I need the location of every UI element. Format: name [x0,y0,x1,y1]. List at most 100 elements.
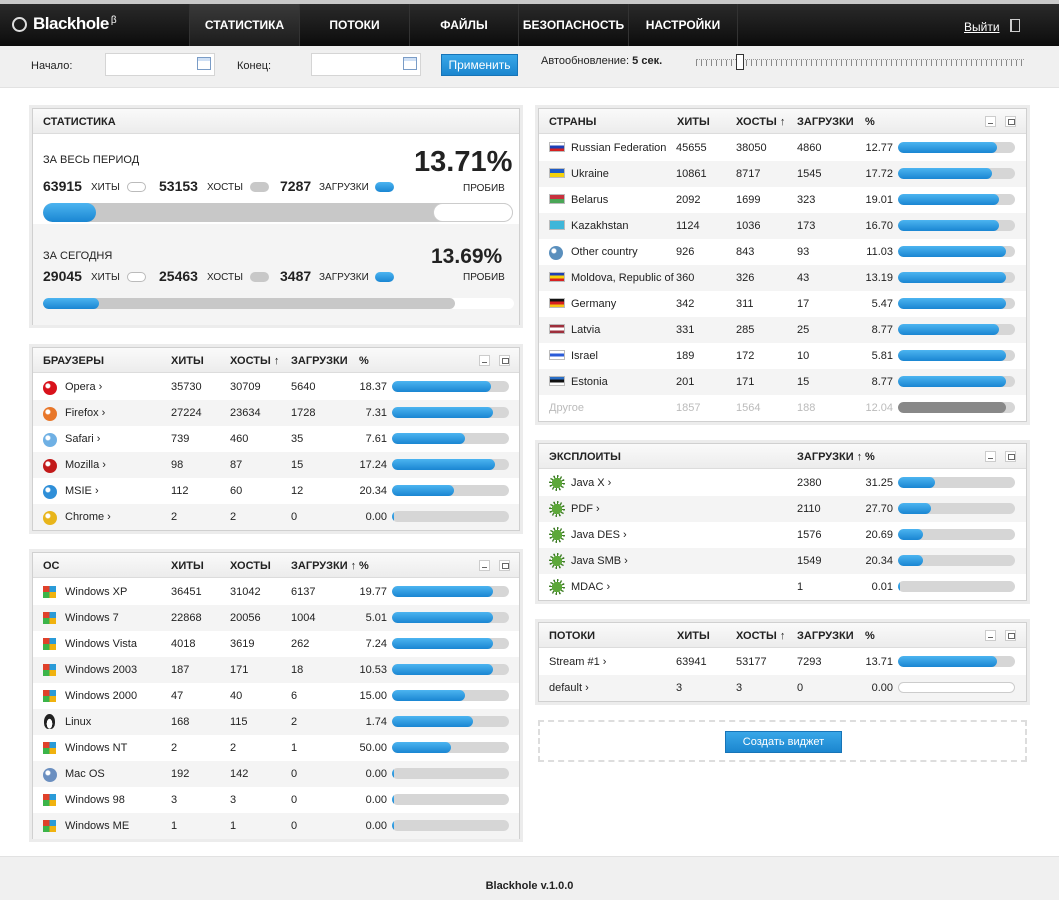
exploits-row[interactable]: Java SMB › 1549 20.34 [539,548,1026,574]
maximize-button[interactable] [499,560,510,571]
os-name[interactable]: Windows 2003 [65,664,138,676]
col-percent[interactable]: % [359,560,369,572]
countries-row[interactable]: Germany 342 311 17 5.47 [539,291,1026,317]
apply-button[interactable]: Применить [441,54,518,76]
maximize-button[interactable] [1005,451,1016,462]
col-hits[interactable]: ХИТЫ [677,116,710,128]
col-hosts[interactable]: ХОСТЫ ↑ [736,116,786,128]
start-calendar-icon[interactable] [197,57,211,70]
countries-row[interactable]: Russian Federation 45655 38050 4860 12.77 [539,135,1026,161]
col-loads[interactable]: ЗАГРУЗКИ [797,630,854,642]
autorefresh-slider[interactable] [696,54,1024,70]
nav-settings[interactable]: НАСТРОЙКИ [628,4,738,46]
browsers-row[interactable]: Firefox › 27224 23634 1728 7.31 [33,400,519,426]
maximize-button[interactable] [1005,116,1016,127]
countries-row[interactable]: Estonia 201 171 15 8.77 [539,369,1026,395]
os-row[interactable]: Windows 98 3 3 0 0.00 [33,787,519,813]
browsers-row[interactable]: Safari › 739 460 35 7.61 [33,426,519,452]
col-hits[interactable]: ХИТЫ [677,630,710,642]
col-hits[interactable]: ХИТЫ [171,355,204,367]
minimize-button[interactable] [479,355,490,366]
streams-row[interactable]: Stream #1 › 63941 53177 7293 13.71 [539,649,1026,675]
nav-streams[interactable]: ПОТОКИ [299,4,409,46]
os-row[interactable]: Windows 2003 187 171 18 10.53 [33,657,519,683]
country-name[interactable]: Israel [571,350,598,362]
country-name[interactable]: Belarus [571,194,609,206]
country-name[interactable]: Other country [571,246,638,258]
os-row[interactable]: Windows 2000 47 40 6 15.00 [33,683,519,709]
streams-row[interactable]: default › 3 3 0 0.00 [539,675,1026,701]
minimize-button[interactable] [985,451,996,462]
maximize-button[interactable] [499,355,510,366]
os-row[interactable]: Windows Vista 4018 3619 262 7.24 [33,631,519,657]
os-name[interactable]: Windows Vista [65,638,137,650]
col-percent[interactable]: % [865,116,875,128]
exploit-name[interactable]: MDAC › [571,581,611,593]
end-calendar-icon[interactable] [403,57,417,70]
countries-row[interactable]: Other country 926 843 93 11.03 [539,239,1026,265]
col-loads[interactable]: ЗАГРУЗКИ [797,116,854,128]
exploits-row[interactable]: Java X › 2380 31.25 [539,470,1026,496]
country-name[interactable]: Germany [571,298,617,310]
browser-name[interactable]: Opera › [65,381,103,393]
browser-name[interactable]: Firefox › [65,407,106,419]
os-row[interactable]: Linux 168 115 2 1.74 [33,709,519,735]
country-name[interactable]: Ukraine [571,168,609,180]
nav-files[interactable]: ФАЙЛЫ [409,4,518,46]
browsers-row[interactable]: Mozilla › 98 87 15 17.24 [33,452,519,478]
browser-name[interactable]: Mozilla › [65,459,106,471]
os-row[interactable]: Windows 7 22868 20056 1004 5.01 [33,605,519,631]
exploit-name[interactable]: Java DES › [571,529,627,541]
browser-name[interactable]: Chrome › [65,511,111,523]
start-date-input[interactable] [105,53,215,76]
slider-handle[interactable] [736,54,744,70]
countries-row[interactable]: Israel 189 172 10 5.81 [539,343,1026,369]
os-name[interactable]: Windows ME [65,820,130,832]
country-name[interactable]: Estonia [571,376,608,388]
col-loads[interactable]: ЗАГРУЗКИ ↑ [797,451,863,463]
col-loads[interactable]: ЗАГРУЗКИ ↑ [291,560,357,572]
stream-name[interactable]: default › [549,682,589,694]
browsers-row[interactable]: Opera › 35730 30709 5640 18.37 [33,374,519,400]
os-name[interactable]: Windows 2000 [65,690,138,702]
exploit-name[interactable]: Java X › [571,477,612,489]
os-row[interactable]: Windows NT 2 2 1 50.00 [33,735,519,761]
os-name[interactable]: Windows 7 [65,612,119,624]
nav-statistics[interactable]: СТАТИСТИКА [189,4,299,46]
countries-row[interactable]: Kazakhstan 1124 1036 173 16.70 [539,213,1026,239]
nav-security[interactable]: БЕЗОПАСНОСТЬ [518,4,628,46]
col-percent[interactable]: % [359,355,369,367]
country-name[interactable]: Kazakhstan [571,220,629,232]
os-row[interactable]: Mac OS 192 142 0 0.00 [33,761,519,787]
end-date-input[interactable] [311,53,421,76]
create-widget-button[interactable]: Создать виджет [725,731,842,753]
os-name[interactable]: Windows NT [65,742,128,754]
col-hosts[interactable]: ХОСТЫ ↑ [230,355,280,367]
logout-icon[interactable] [1010,19,1020,32]
os-name[interactable]: Windows 98 [65,794,125,806]
maximize-button[interactable] [1005,630,1016,641]
minimize-button[interactable] [479,560,490,571]
country-name[interactable]: Latvia [571,324,601,336]
os-name[interactable]: Mac OS [65,768,105,780]
col-hosts[interactable]: ХОСТЫ [230,560,271,572]
col-loads[interactable]: ЗАГРУЗКИ [291,355,348,367]
browsers-row[interactable]: Chrome › 2 2 0 0.00 [33,504,519,530]
countries-row[interactable]: Moldova, Republic of 360 326 43 13.19 [539,265,1026,291]
os-row[interactable]: Windows XP 36451 31042 6137 19.77 [33,579,519,605]
minimize-button[interactable] [985,630,996,641]
col-hits[interactable]: ХИТЫ [171,560,204,572]
country-name[interactable]: Moldova, Republic of [571,272,674,284]
browser-name[interactable]: MSIE › [65,485,99,497]
col-percent[interactable]: % [865,630,875,642]
col-hosts[interactable]: ХОСТЫ ↑ [736,630,786,642]
col-percent[interactable]: % [865,451,875,463]
exploit-name[interactable]: Java SMB › [571,555,628,567]
countries-row[interactable]: Latvia 331 285 25 8.77 [539,317,1026,343]
countries-row[interactable]: Belarus 2092 1699 323 19.01 [539,187,1026,213]
os-row[interactable]: Windows ME 1 1 0 0.00 [33,813,519,839]
os-name[interactable]: Windows XP [65,586,128,598]
countries-row[interactable]: Ukraine 10861 8717 1545 17.72 [539,161,1026,187]
minimize-button[interactable] [985,116,996,127]
exploit-name[interactable]: PDF › [571,503,600,515]
